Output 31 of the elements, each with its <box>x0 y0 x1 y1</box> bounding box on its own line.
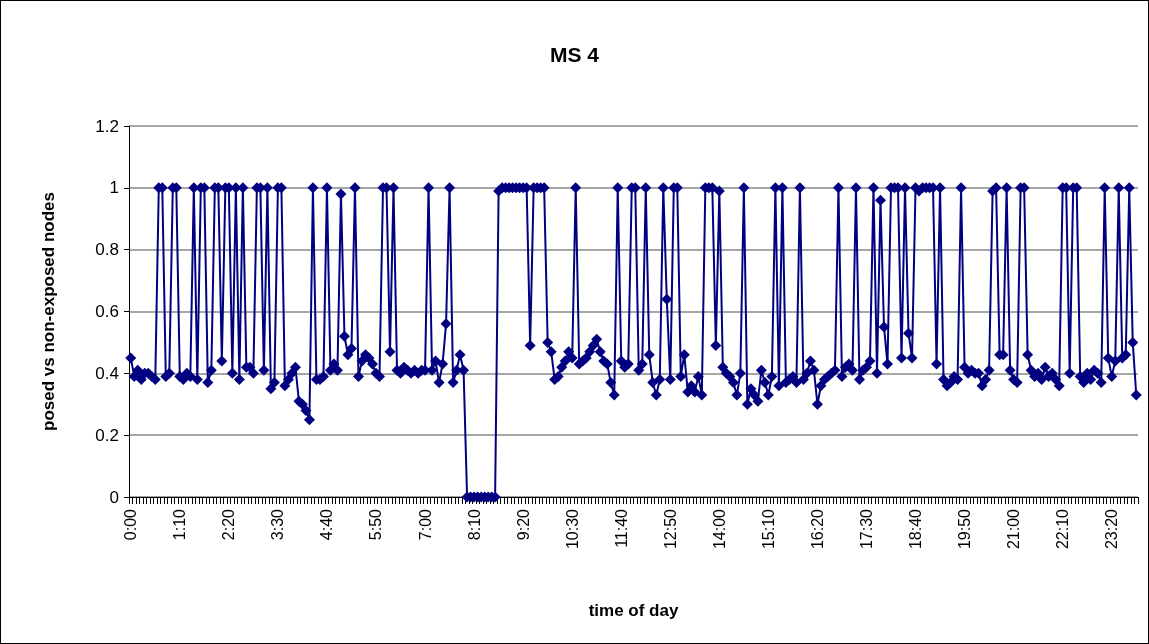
x-tick-label: 12:50 <box>661 508 679 550</box>
x-tick-label: 23:20 <box>1103 508 1121 550</box>
x-tick-label: 17:30 <box>857 508 875 550</box>
y-tick-label: 1 <box>109 178 119 198</box>
chart-title: MS 4 <box>549 43 600 66</box>
x-tick-label: 22:10 <box>1054 508 1072 550</box>
x-tick-label: 18:40 <box>907 508 925 550</box>
x-tick-label: 2:20 <box>220 508 238 541</box>
x-tick-label: 19:50 <box>956 508 974 550</box>
x-tick-label: 10:30 <box>563 508 581 550</box>
x-tick-label: 1:10 <box>171 508 189 541</box>
x-tick-label: 16:20 <box>808 508 826 550</box>
y-axis-title: posed vs non-exposed nodes <box>39 192 58 431</box>
y-tick-label: 1.2 <box>95 116 119 136</box>
y-tick-label: 0 <box>109 487 119 507</box>
x-axis-title: time of day <box>588 601 679 620</box>
x-tick-label: 9:20 <box>514 508 532 541</box>
x-tick-label: 11:40 <box>612 508 630 548</box>
y-tick-label: 0.2 <box>95 425 119 445</box>
x-tick-label: 3:30 <box>269 508 287 541</box>
x-tick-label: 15:10 <box>759 508 777 550</box>
y-tick-label: 0.4 <box>95 363 119 383</box>
x-tick-label: 8:10 <box>465 508 483 541</box>
x-tick-label: 5:50 <box>367 508 385 541</box>
x-tick-label: 7:00 <box>416 508 434 541</box>
y-tick-label: 0.6 <box>95 302 119 321</box>
x-tick-label: 4:40 <box>318 508 336 541</box>
x-tick-label: 21:00 <box>1005 508 1023 550</box>
x-tick-label: 14:00 <box>710 508 728 550</box>
x-tick-label: 0:00 <box>122 508 140 541</box>
y-tick-label: 0.8 <box>95 240 119 260</box>
